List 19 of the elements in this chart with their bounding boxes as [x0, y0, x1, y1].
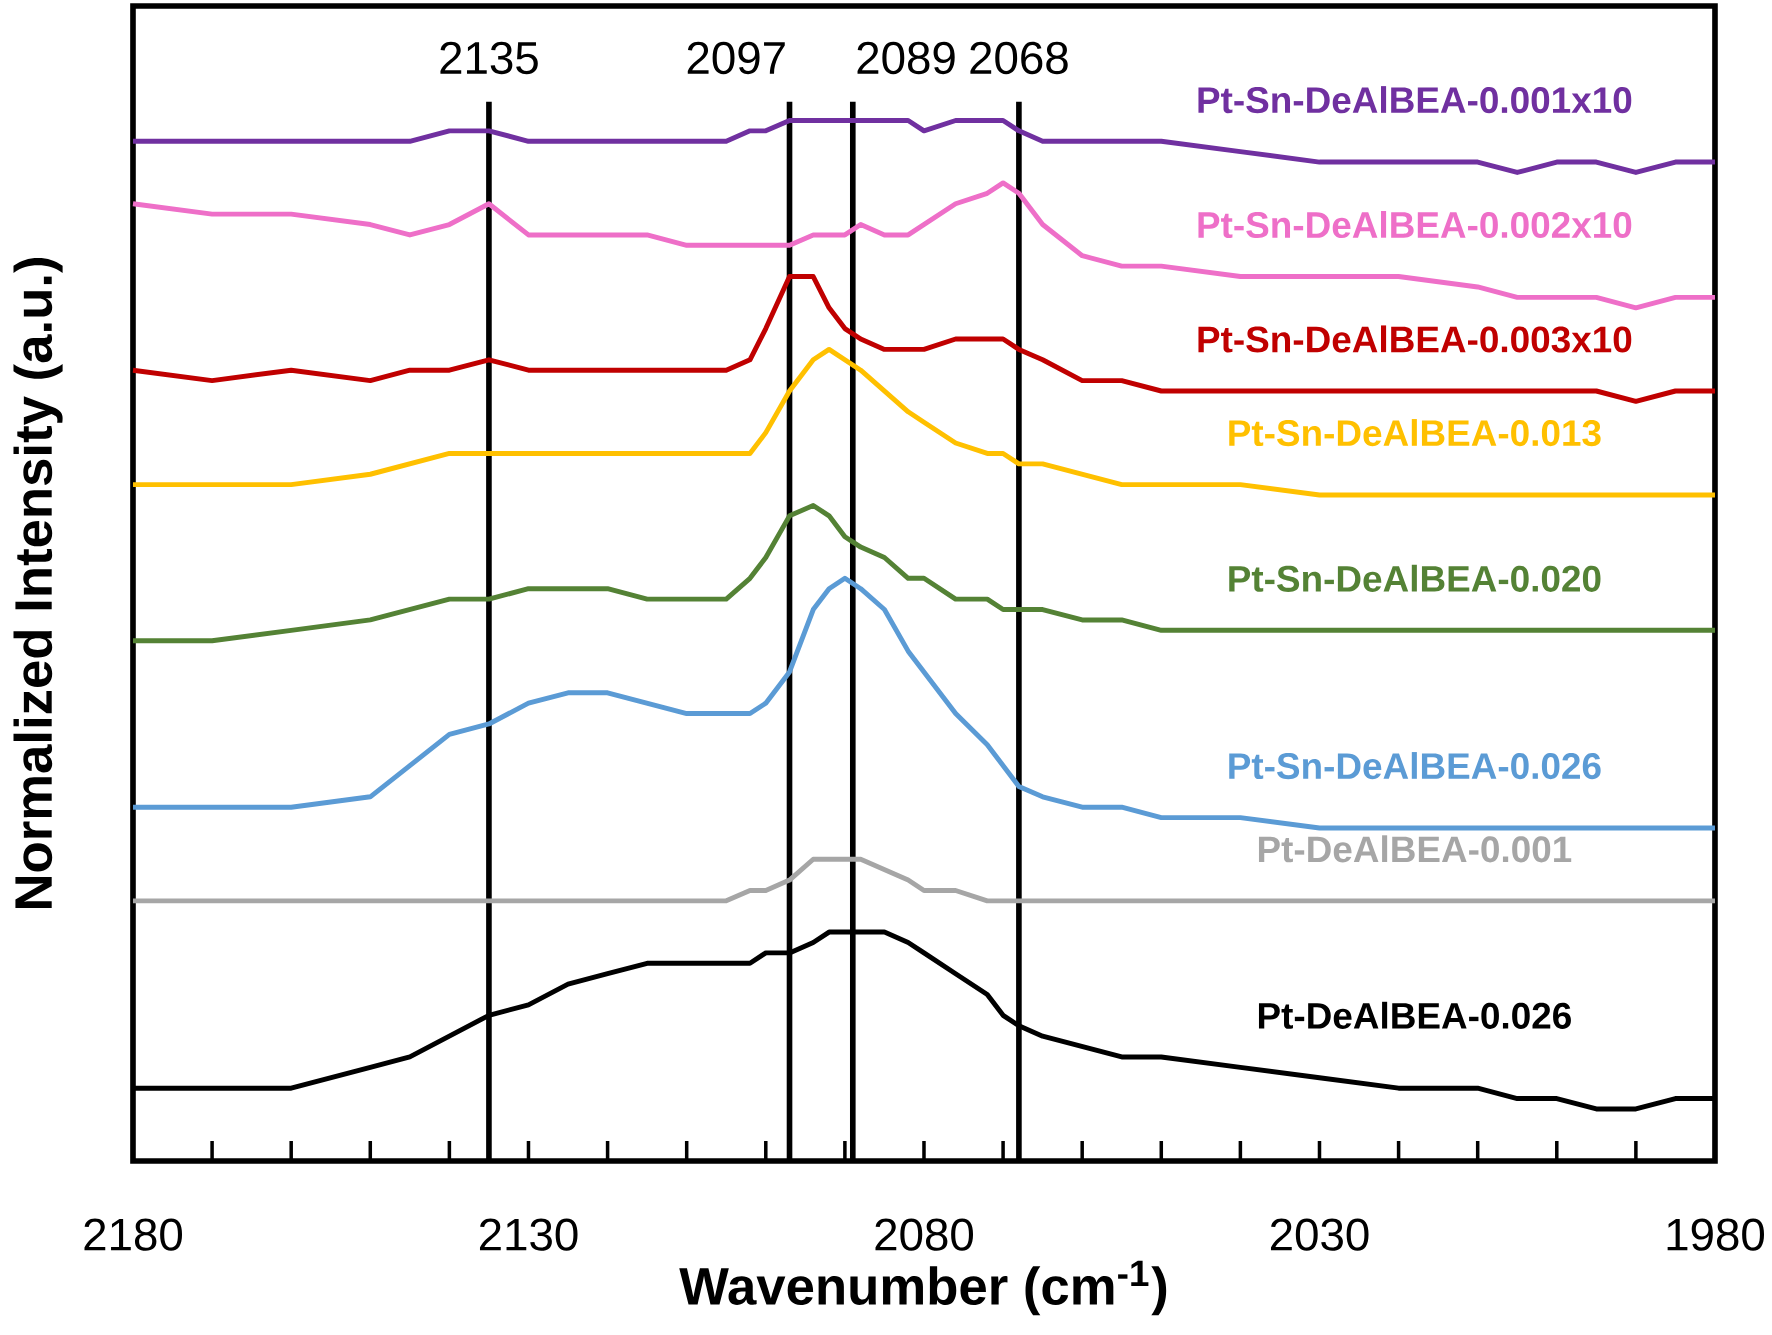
ref-line-label: 2135: [440, 41, 538, 75]
x-tick-label: 1980: [1667, 1218, 1765, 1251]
y-axis-title: Normalized Intensity (a.u.): [13, 258, 63, 909]
ref-line-label: 2068: [970, 41, 1068, 75]
ref-line-label: 2089: [857, 41, 955, 75]
x-tick-label: 2180: [84, 1218, 183, 1251]
series-label: Pt-Sn-DeAlBEA-0.002x10: [1198, 210, 1632, 239]
series-label: Pt-Sn-DeAlBEA-0.020: [1229, 564, 1601, 592]
series-label: Pt-DeAlBEA-0.026: [1258, 1001, 1571, 1029]
series-label: Pt-Sn-DeAlBEA-0.001x10: [1198, 86, 1632, 114]
x-tick-label: 2030: [1270, 1218, 1369, 1251]
series-label: Pt-Sn-DeAlBEA-0.026: [1229, 752, 1601, 780]
x-tick-label: 2130: [479, 1218, 578, 1251]
series-label: Pt-Sn-DeAlBEA-0.003x10: [1198, 325, 1632, 353]
ref-line-label: 2097: [687, 41, 785, 75]
x-axis-title: Wavenumber (cm$^{-1}$): [679, 1260, 1167, 1316]
x-tick-label: 2080: [875, 1218, 974, 1251]
series-label: Pt-Sn-DeAlBEA-0.013: [1229, 419, 1601, 447]
series-label: Pt-DeAlBEA-0.001: [1258, 835, 1572, 863]
